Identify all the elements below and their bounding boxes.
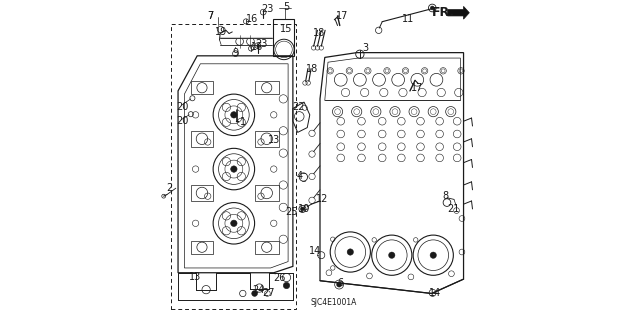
Text: 14: 14 [429,287,442,298]
Text: 4: 4 [297,171,303,182]
Text: 12: 12 [316,194,328,204]
Text: 18: 18 [313,28,325,39]
Bar [191,185,213,201]
Circle shape [230,166,237,172]
Bar [171,24,296,309]
Text: 18: 18 [306,63,318,74]
Text: 25: 25 [285,207,298,217]
Text: SJC4E1001A: SJC4E1001A [310,298,357,307]
Text: 16: 16 [250,42,262,52]
Text: 17: 17 [336,11,349,21]
Polygon shape [447,6,469,19]
Text: 13: 13 [268,135,280,145]
Circle shape [230,112,237,118]
Text: 3: 3 [362,43,369,53]
Bar [255,241,278,254]
Text: 10: 10 [298,204,310,214]
Bar [255,81,278,94]
Text: 11: 11 [403,14,415,24]
Circle shape [430,6,434,10]
Text: 26: 26 [274,273,286,283]
Text: 19: 19 [215,27,227,37]
Circle shape [252,291,257,296]
Circle shape [284,282,290,289]
Bar [255,185,278,201]
Circle shape [388,252,395,258]
Text: 24: 24 [252,285,265,295]
Text: 23: 23 [261,4,274,14]
Text: 2: 2 [166,182,173,193]
Text: 14: 14 [309,246,321,256]
Text: 20: 20 [176,115,188,126]
Circle shape [230,220,237,226]
Text: 7: 7 [207,11,213,21]
Text: 9: 9 [232,48,239,58]
Text: 16: 16 [246,13,259,24]
Bar [191,131,213,147]
Bar [191,81,213,94]
Text: 20: 20 [176,102,188,112]
Text: 21: 21 [447,204,460,214]
Text: FR.: FR. [431,6,455,19]
Text: 1: 1 [239,117,246,127]
Text: 13: 13 [189,271,202,282]
Bar [191,241,213,254]
Circle shape [337,282,342,287]
Text: 27: 27 [262,288,275,298]
Text: 7: 7 [207,11,213,21]
Circle shape [347,249,353,255]
Text: 8: 8 [442,191,448,201]
Text: 5: 5 [283,2,289,12]
Text: 15: 15 [280,24,292,34]
Text: 22: 22 [292,102,305,112]
Circle shape [430,252,436,258]
Bar [255,131,278,147]
Text: 23: 23 [255,39,268,49]
Circle shape [301,207,305,211]
Text: 6: 6 [337,278,344,288]
Text: 17: 17 [411,83,423,93]
